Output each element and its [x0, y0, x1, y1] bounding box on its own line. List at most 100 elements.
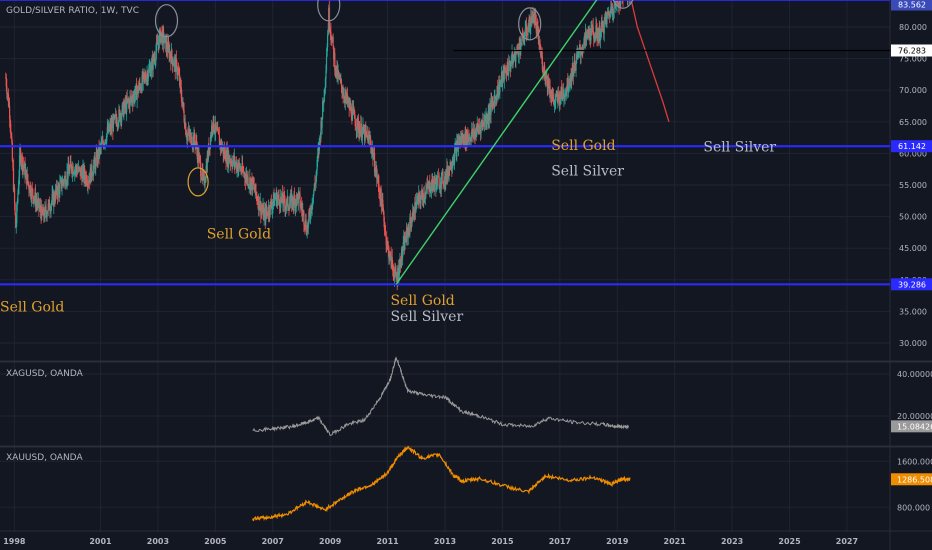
- candle-body: [446, 166, 449, 178]
- candle-body: [476, 131, 478, 137]
- candle-body: [27, 174, 29, 182]
- candle-body: [138, 83, 140, 89]
- candle-body: [138, 88, 140, 93]
- candle-body: [131, 97, 133, 102]
- candle-body: [78, 166, 80, 168]
- candle-body: [11, 136, 13, 143]
- candle-body: [297, 192, 299, 204]
- main-y-tick-label: 70.000: [899, 86, 927, 95]
- candle-body: [402, 251, 404, 257]
- candle-body: [47, 203, 49, 212]
- candle-body: [232, 161, 234, 167]
- candle-body: [39, 205, 42, 212]
- candle-body: [7, 94, 10, 107]
- candle-body: [31, 187, 33, 199]
- candle-body: [544, 65, 546, 76]
- candle-body: [251, 177, 254, 191]
- candle-body: [380, 189, 382, 201]
- candle-body: [56, 185, 58, 195]
- candle-body: [172, 64, 175, 66]
- candle-body: [383, 221, 386, 231]
- candle-body: [32, 189, 34, 197]
- candle-body: [296, 194, 298, 205]
- candle-body: [303, 224, 306, 227]
- candle-body: [325, 56, 328, 71]
- candle-body: [370, 138, 372, 146]
- candle-body: [568, 84, 571, 86]
- candle-body: [575, 63, 577, 71]
- candle-body: [179, 74, 181, 86]
- candle-body: [473, 133, 475, 137]
- candle-body: [568, 84, 570, 90]
- candle-body: [65, 182, 68, 185]
- main-y-tick-label: 55.000: [899, 181, 927, 190]
- candle-body: [315, 170, 318, 177]
- candle-body: [470, 134, 472, 142]
- candle-body: [203, 175, 205, 178]
- candle-body: [451, 163, 453, 169]
- candle-body: [384, 230, 387, 233]
- candle-body: [208, 145, 211, 154]
- candle-body: [293, 194, 296, 198]
- candle-body: [612, 13, 614, 16]
- candle-body: [406, 228, 408, 230]
- candle-body: [442, 172, 444, 185]
- candle-body: [189, 133, 191, 138]
- candle-body: [596, 27, 598, 39]
- candle-body: [564, 93, 567, 94]
- candle-body: [537, 30, 540, 44]
- candle-body: [386, 244, 388, 246]
- candle-body: [282, 194, 285, 206]
- candle-body: [564, 93, 566, 99]
- candle-body: [531, 11, 534, 24]
- candle-body: [46, 213, 48, 218]
- candle-body: [589, 28, 591, 39]
- candle-body: [376, 178, 378, 180]
- candle-body: [145, 77, 148, 83]
- candle-body: [423, 193, 425, 200]
- candle-body: [203, 177, 206, 186]
- candle-body: [278, 199, 281, 207]
- candle-body: [91, 175, 94, 177]
- candle-body: [312, 194, 314, 203]
- candle-body: [540, 49, 542, 56]
- candle-body: [59, 180, 62, 183]
- candle-body: [331, 38, 333, 43]
- candle-body: [443, 184, 445, 186]
- main-y-tick-label: 45.000: [899, 244, 927, 253]
- annotation-sg2: Sell Gold: [207, 227, 271, 243]
- candle-body: [418, 193, 420, 203]
- candle-body: [429, 181, 431, 193]
- candle-body: [95, 157, 97, 169]
- candle-body: [31, 187, 33, 190]
- candle-body: [250, 181, 252, 190]
- candle-body: [518, 55, 520, 57]
- candle-body: [285, 206, 287, 210]
- candle-body: [620, 0, 622, 5]
- candle-body: [576, 54, 578, 64]
- candle-body: [428, 183, 430, 189]
- main-y-tick-label: 80.000: [899, 23, 927, 32]
- candle-body: [34, 192, 37, 207]
- highlight-circle: [154, 4, 179, 38]
- candle-body: [323, 89, 325, 102]
- candle-body: [112, 115, 115, 132]
- candle-body: [450, 162, 452, 170]
- candle-body: [324, 78, 327, 89]
- candle-body: [29, 185, 32, 196]
- candle-body: [70, 164, 73, 171]
- candle-body: [606, 13, 608, 24]
- candle-body: [242, 170, 244, 172]
- candle-body: [426, 183, 428, 189]
- candle-body: [395, 271, 397, 279]
- candle-body: [339, 77, 341, 80]
- candle-body: [121, 114, 123, 121]
- candle-body: [378, 191, 381, 195]
- candle-body: [161, 29, 164, 44]
- candle-body: [12, 160, 14, 168]
- candle-body: [13, 187, 16, 204]
- candle-body: [476, 124, 478, 132]
- candle-body: [198, 155, 200, 162]
- candle-body: [551, 95, 553, 99]
